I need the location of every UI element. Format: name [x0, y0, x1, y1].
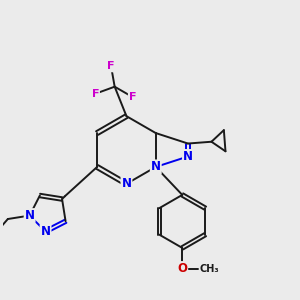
- Text: O: O: [177, 262, 187, 275]
- Text: N: N: [122, 177, 131, 190]
- Text: N: N: [40, 225, 50, 238]
- Text: N: N: [183, 150, 193, 163]
- Text: N: N: [151, 160, 161, 173]
- Text: F: F: [92, 89, 99, 99]
- Text: CH₃: CH₃: [200, 263, 220, 274]
- Text: F: F: [107, 61, 115, 71]
- Text: F: F: [129, 92, 136, 102]
- Text: N: N: [25, 209, 34, 222]
